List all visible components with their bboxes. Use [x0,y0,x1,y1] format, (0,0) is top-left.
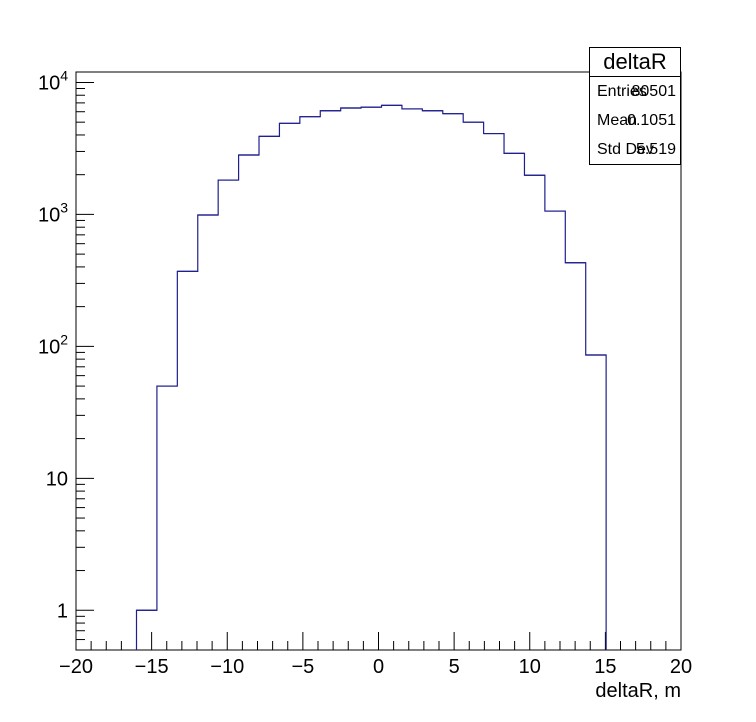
stats-row-stddev: Std Dev 5.519 [590,135,680,164]
stats-entries-label: Entries [597,83,647,100]
stats-title: deltaR [590,48,680,77]
y-tick-label: 10 [46,468,68,490]
y-tick-label: 102 [38,331,68,358]
stats-row-entries: Entries 80501 [590,77,680,106]
histogram-outline [135,104,607,650]
stats-stddev-value: 5.519 [635,141,676,158]
y-tick-label: 1 [57,600,68,622]
x-tick-label: −20 [59,656,93,678]
x-tick-label: 5 [449,656,460,678]
y-tick-label: 104 [38,67,68,94]
stats-box: deltaR Entries 80501 Mean 0.1051 Std Dev… [589,47,681,165]
stats-stddev-label: Std Dev [597,141,654,158]
x-tick-label: 20 [670,656,692,678]
y-axis-ticks: 1 10 102 103 104 [38,67,94,651]
stats-row-mean: Mean 0.1051 [590,106,680,135]
x-axis-ticks: −20 −15 −10 −5 0 5 10 15 20 [59,632,692,678]
x-axis-title: deltaR, m [595,680,681,702]
x-tick-label: −5 [291,656,314,678]
y-tick-label: 103 [38,199,68,226]
stats-entries-value: 80501 [631,83,677,100]
stats-mean-label: Mean [597,112,638,129]
x-tick-label: −10 [210,656,244,678]
x-tick-label: 0 [373,656,384,678]
histogram-bins [136,104,607,611]
x-tick-label: 10 [519,656,541,678]
x-tick-label: 15 [594,656,616,678]
stats-mean-value: 0.1051 [627,112,676,129]
x-tick-label: −15 [135,656,169,678]
